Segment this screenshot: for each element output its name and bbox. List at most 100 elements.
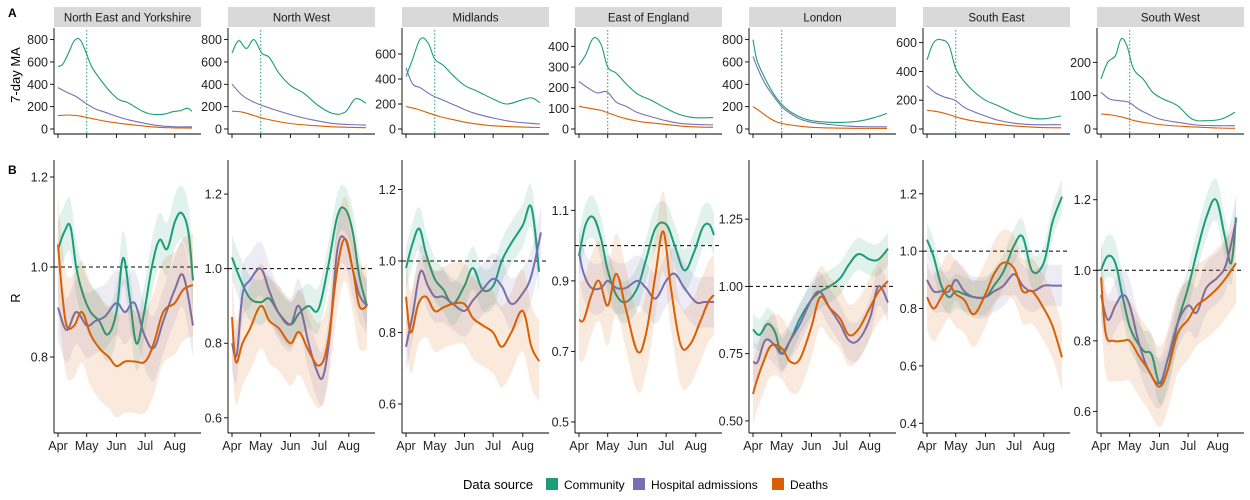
x-tick-label: Apr (396, 439, 415, 453)
y-tick-label: 0.5 (552, 415, 569, 429)
x-tick-label: Jun (106, 439, 126, 453)
x-tick-label: Jul (137, 439, 153, 453)
facet-panels: North East and Yorkshire 0 200 400 600 800Nor… (27, 7, 1244, 453)
band-deaths (927, 229, 1062, 390)
panel-a-south-west: South West 0 100 200 (1070, 7, 1244, 138)
y-tick-label: 0.6 (1074, 405, 1091, 419)
x-tick-label: Aug (338, 439, 360, 453)
x-tick-label: May (596, 439, 620, 453)
x-tick-label: Jul (485, 439, 501, 453)
y-tick-label: 1.0 (900, 245, 917, 259)
series-line-community (578, 37, 714, 119)
series-line-community (752, 39, 888, 123)
series-line-community (57, 37, 193, 116)
band-deaths (753, 250, 888, 425)
panel-b-south-west: 0.6 0.8 1.0 1.2 Apr May Jun Jul Aug (1074, 160, 1244, 453)
series-line-community (405, 37, 541, 105)
y-tick-label: 100 (1070, 89, 1091, 103)
facet-strip-label: South East (968, 13, 1025, 25)
x-tick-label: May (249, 439, 273, 453)
band-community (232, 185, 367, 347)
y-tick-label: 0 (41, 123, 48, 137)
y-tick-label: 0.8 (1074, 334, 1091, 348)
y-tick-label: 1.25 (719, 213, 743, 227)
x-tick-label: Jul (832, 439, 848, 453)
series-line-hospital-admissions (405, 232, 542, 348)
y-tick-label: 200 (27, 100, 48, 114)
series-line-community (231, 206, 368, 326)
series-line-community (231, 39, 367, 115)
legend-label-hospital-admissions: Hospital admissions (651, 478, 758, 492)
facet-strip (923, 7, 1070, 27)
y-tick-label: 0 (1084, 123, 1091, 137)
band-deaths (406, 255, 540, 402)
y-axis-title-7day-ma: 7-day MA (8, 47, 23, 103)
series-line-deaths (578, 230, 715, 354)
panel-a-north-west: North West 0 200 400 600 800 (201, 7, 375, 138)
series-line-hospital-admissions (1100, 91, 1236, 127)
band-hospital-admissions (927, 253, 1062, 319)
band-deaths (232, 196, 367, 409)
facet-strip (1097, 7, 1244, 27)
series-line-deaths (231, 237, 368, 367)
x-tick-label: Aug (1033, 439, 1055, 453)
x-tick-label: Jul (1180, 439, 1196, 453)
x-tick-label: Jul (658, 439, 674, 453)
series-line-deaths (57, 114, 193, 129)
x-tick-label: Jun (975, 439, 995, 453)
legend-swatch-deaths (772, 478, 784, 490)
y-tick-label: 800 (201, 33, 222, 47)
series-line-deaths (578, 105, 714, 128)
x-tick-label: Apr (743, 439, 762, 453)
x-tick-label: May (770, 439, 794, 453)
x-tick-label: Jun (454, 439, 474, 453)
y-tick-label: 0 (562, 123, 569, 137)
y-tick-label: 200 (1070, 56, 1091, 70)
x-tick-label: May (423, 439, 447, 453)
y-tick-label: 1.0 (379, 254, 396, 268)
x-tick-label: Jun (627, 439, 647, 453)
legend-swatch-community (546, 478, 558, 490)
legend-title: Data source (463, 477, 533, 492)
legend-label-community: Community (564, 478, 625, 492)
y-tick-label: 0.50 (719, 414, 743, 428)
y-tick-label: 0.6 (379, 397, 396, 411)
x-tick-label: Jun (1149, 439, 1169, 453)
series-line-hospital-admissions (752, 56, 888, 128)
y-tick-label: 1.2 (1074, 193, 1091, 207)
x-tick-label: Jun (801, 439, 821, 453)
series-line-deaths (1100, 262, 1237, 388)
y-tick-label: 600 (896, 36, 917, 50)
y-tick-label: 600 (375, 48, 396, 62)
series-line-hospital-admissions (578, 81, 714, 126)
series-line-deaths (752, 280, 889, 395)
panel-a-south-east: South East 0 200 400 600 (896, 7, 1070, 138)
y-tick-label: 200 (722, 100, 743, 114)
series-line-community (57, 211, 194, 345)
series-line-deaths (405, 295, 540, 362)
series-line-deaths (926, 109, 1062, 129)
band-community (927, 179, 1062, 316)
y-tick-label: 400 (201, 78, 222, 92)
panel-a-north-east-and-yorkshire: North East and Yorkshire 0 200 400 600 800 (27, 7, 201, 138)
x-tick-label: May (1118, 439, 1142, 453)
y-tick-label: 400 (375, 73, 396, 87)
y-tick-label: 1.0 (1074, 264, 1091, 278)
legend-swatch-hospital-admissions (633, 478, 645, 490)
facet-strip-label: East of England (608, 13, 689, 25)
legend: Data source Community Hospital admission… (463, 477, 828, 492)
x-tick-label: May (944, 439, 968, 453)
series-line-hospital-admissions (926, 85, 1062, 126)
series-line-community (752, 248, 889, 355)
y-tick-label: 200 (548, 81, 569, 95)
series-line-community (405, 204, 541, 305)
series-line-deaths (57, 244, 194, 368)
series-line-hospital-admissions (231, 83, 367, 126)
series-line-hospital-admissions (57, 87, 193, 128)
facet-strip-label: London (803, 13, 841, 25)
y-tick-label: 0.6 (205, 411, 222, 425)
band-community (753, 232, 888, 370)
y-tick-label: 0.4 (900, 417, 917, 431)
facet-strip-label: North East and Yorkshire (64, 13, 191, 25)
y-tick-label: 1.2 (205, 188, 222, 202)
